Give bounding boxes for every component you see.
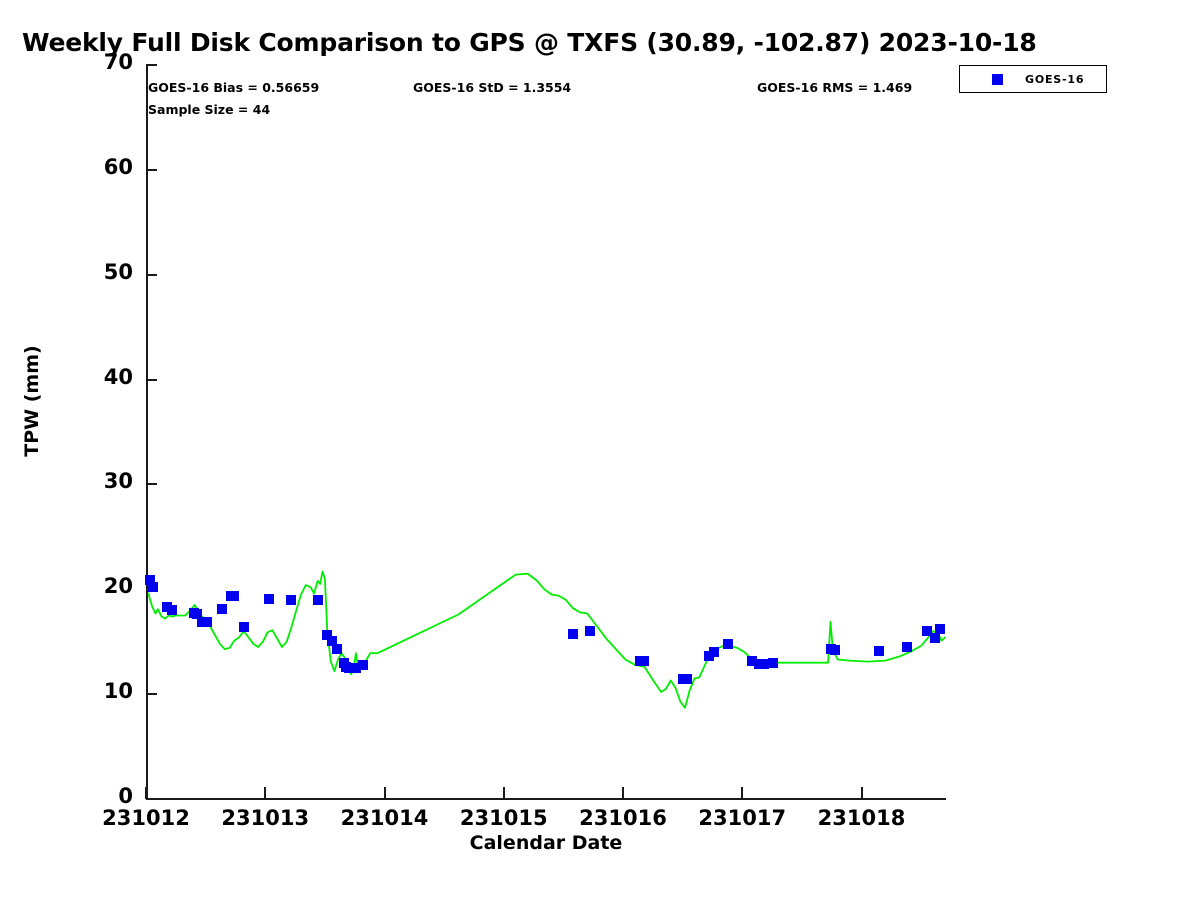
gps-line-series — [147, 570, 946, 709]
y-tick-mark — [146, 378, 157, 381]
data-point-marker — [746, 655, 757, 666]
data-point-marker — [682, 674, 693, 685]
y-tick-label: 70 — [103, 50, 133, 74]
x-axis-label: Calendar Date — [469, 832, 623, 854]
data-point-marker — [639, 655, 650, 666]
x-tick-label: 231012 — [102, 806, 190, 830]
data-point-marker — [830, 645, 841, 656]
x-tick-label: 231015 — [459, 806, 548, 830]
y-tick-label: 60 — [103, 154, 133, 179]
stat-std: GOES-16 StD = 1.3554 — [413, 80, 572, 95]
data-point-marker — [930, 632, 941, 643]
x-tick-mark — [383, 787, 386, 799]
legend-label: GOES-16 — [1025, 72, 1085, 86]
y-tick-label: 20 — [103, 574, 133, 599]
data-point-marker — [874, 646, 885, 657]
y-tick-label: 0 — [118, 784, 133, 808]
data-point-marker — [922, 626, 933, 637]
data-point-marker — [286, 594, 297, 605]
y-tick-label: 10 — [103, 679, 133, 704]
x-tick-mark — [264, 787, 267, 799]
stat-bias: GOES-16 Bias = 0.56659 — [148, 80, 320, 95]
y-tick-label: 40 — [103, 364, 133, 389]
x-tick-label: 231018 — [817, 806, 906, 830]
stat-rms: GOES-16 RMS = 1.469 — [757, 80, 913, 95]
x-tick-mark — [145, 787, 147, 799]
x-tick-mark — [622, 787, 624, 799]
data-point-marker — [358, 659, 369, 670]
data-point-marker — [312, 594, 323, 605]
x-tick-label: 231014 — [340, 806, 429, 830]
y-tick-label: 50 — [103, 259, 133, 284]
legend-marker-icon — [992, 73, 1003, 85]
x-tick-mark — [741, 787, 744, 799]
y-tick-mark — [146, 798, 157, 800]
y-tick-mark — [146, 64, 157, 66]
y-tick-label: 30 — [103, 469, 133, 494]
data-point-marker — [901, 641, 912, 652]
x-tick-mark — [502, 787, 505, 799]
data-point-marker — [192, 609, 203, 620]
data-point-marker — [217, 604, 228, 615]
x-tick-label: 231013 — [221, 806, 310, 830]
x-axis-line — [146, 798, 946, 800]
data-point-marker — [201, 616, 212, 627]
y-tick-mark — [146, 168, 157, 171]
data-point-marker — [327, 635, 338, 646]
data-point-marker — [935, 624, 946, 635]
y-axis-line — [146, 65, 148, 800]
x-tick-label: 231016 — [579, 806, 667, 830]
data-point-marker — [331, 644, 342, 655]
data-point-marker — [722, 638, 733, 649]
y-tick-mark — [146, 693, 157, 696]
data-point-marker — [322, 630, 333, 641]
data-point-marker — [144, 574, 155, 585]
y-tick-mark — [146, 273, 157, 276]
page-title: Weekly Full Disk Comparison to GPS @ TXF… — [22, 28, 1037, 57]
data-point-marker — [768, 657, 779, 668]
data-point-marker — [263, 593, 274, 604]
stat-sample-size: Sample Size = 44 — [148, 102, 271, 117]
chart-legend[interactable]: GOES-16 — [959, 65, 1107, 93]
data-point-marker — [567, 629, 578, 640]
x-tick-mark — [860, 787, 863, 799]
data-point-marker — [350, 662, 361, 673]
y-tick-mark — [146, 483, 157, 486]
data-point-marker — [148, 582, 159, 593]
data-point-marker — [758, 658, 769, 669]
x-tick-label: 231017 — [698, 806, 787, 830]
data-point-marker — [584, 626, 595, 637]
data-point-marker — [229, 590, 240, 601]
data-point-marker — [167, 605, 178, 616]
data-point-marker — [708, 647, 719, 658]
data-point-marker — [238, 622, 249, 633]
